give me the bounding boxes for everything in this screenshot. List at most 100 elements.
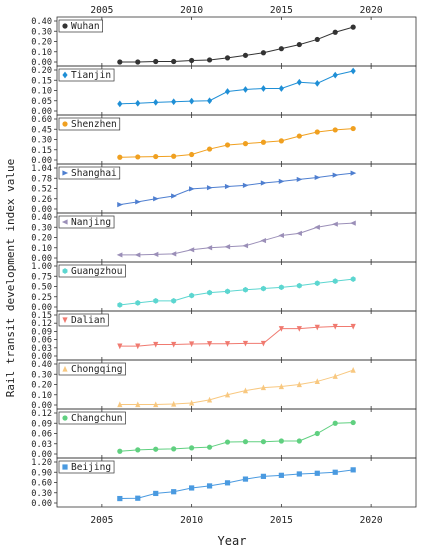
data-point-shenzhen: [206, 146, 213, 152]
data-point-beijing: [171, 489, 177, 495]
legend-guangzhou: Guangzhou: [58, 264, 126, 278]
data-point-wuhan: [224, 55, 231, 61]
series-line-nanjing: [119, 222, 354, 256]
legend-changchun: Changchun: [58, 411, 126, 425]
y-tick-label: 0.60: [31, 115, 52, 125]
data-point-tianjin: [332, 71, 338, 79]
legend-label: Chongqing: [71, 364, 122, 375]
series-line-tianjin: [119, 70, 354, 105]
data-point-dalian: [153, 341, 159, 348]
data-point-shenzhen: [314, 129, 320, 135]
y-tick-label: 0.26: [31, 195, 52, 205]
y-tick-label: 0.30: [31, 136, 52, 146]
y-tick-label: 0.12: [31, 319, 52, 329]
data-point-guangzhou: [153, 297, 159, 304]
data-point-tianjin: [206, 97, 213, 105]
panel-nanjing: 0.000.100.200.300.40 Nanjing: [31, 212, 417, 264]
data-point-shenzhen: [171, 153, 177, 159]
data-point-beijing: [242, 476, 249, 482]
data-point-wuhan: [332, 29, 338, 35]
panel-chongqing: 0.000.100.200.300.40 Chongqing: [31, 359, 417, 411]
data-point-dalian: [350, 323, 356, 330]
y-tick-label: 0.15: [31, 76, 52, 86]
data-point-nanjing: [242, 243, 249, 249]
data-point-nanjing: [296, 230, 302, 236]
legend-label: Wuhan: [71, 21, 100, 32]
y-tick-label: 0.78: [31, 174, 52, 184]
panel-beijing: 0.000.300.600.901.20 Beijing: [31, 457, 417, 509]
data-point-chongqing: [242, 387, 249, 394]
data-point-chongqing: [278, 383, 284, 390]
data-point-changchun: [350, 419, 356, 426]
data-point-dalian: [278, 326, 284, 332]
data-point-chongqing: [296, 381, 302, 388]
data-point-shenzhen: [189, 151, 195, 158]
data-point-chongqing: [135, 401, 141, 408]
data-point-wuhan: [117, 59, 123, 65]
data-point-wuhan: [242, 52, 249, 58]
y-tick-label: 0.00: [31, 352, 52, 362]
panel-frame: [56, 16, 417, 67]
data-point-nanjing: [332, 221, 338, 227]
data-point-nanjing: [206, 245, 213, 251]
data-point-dalian: [296, 326, 302, 332]
legend-label: Dalian: [71, 315, 105, 326]
y-tick-label: 1.04: [31, 164, 52, 174]
data-point-guangzhou: [171, 297, 177, 304]
data-point-beijing: [189, 485, 195, 491]
y-tick-label: 0.60: [31, 479, 52, 489]
data-point-changchun: [314, 430, 320, 437]
y-tick-label: 0.00: [31, 205, 52, 215]
data-point-wuhan: [153, 58, 159, 65]
legend-box: [58, 313, 109, 327]
panel-frame: [56, 310, 417, 361]
y-tick-label: 0.10: [31, 87, 52, 97]
data-point-tianjin: [153, 99, 159, 106]
legend-box: [58, 362, 126, 376]
legend-tianjin: Tianjin: [58, 68, 115, 82]
legend-shenzhen: Shenzhen: [58, 117, 121, 131]
data-point-tianjin: [117, 100, 123, 108]
data-point-beijing: [278, 472, 284, 478]
y-tick-label: 0.20: [31, 234, 52, 244]
data-point-wuhan: [135, 59, 141, 65]
data-point-nanjing: [152, 251, 159, 258]
x-axis-label: Year: [218, 534, 247, 548]
legend-marker-dalian: [62, 317, 68, 324]
legend-marker-guangzhou: [62, 268, 68, 274]
data-point-beijing: [224, 480, 231, 486]
data-point-nanjing: [278, 232, 284, 239]
y-tick-label: 0.00: [31, 107, 52, 117]
data-point-dalian: [171, 341, 177, 348]
data-point-wuhan: [314, 36, 320, 43]
y-tick-label: 0.05: [31, 97, 52, 107]
series-line-guangzhou: [119, 278, 354, 306]
data-point-nanjing: [224, 244, 231, 250]
data-point-shanghai: [153, 196, 159, 202]
data-point-nanjing: [170, 251, 177, 257]
legend-chongqing: Chongqing: [58, 362, 126, 376]
panel-wuhan: 0.000.100.200.300.40 Wuhan: [31, 16, 417, 68]
data-point-chongqing: [153, 401, 159, 408]
data-point-dalian: [224, 341, 231, 347]
y-tick-label: 0.40: [31, 213, 52, 223]
data-point-guangzhou: [189, 292, 195, 299]
data-point-guangzhou: [225, 288, 230, 295]
y-tick-label: 0.10: [31, 244, 52, 254]
legend-nanjing: Nanjing: [58, 215, 115, 229]
data-point-shanghai: [242, 182, 249, 188]
y-tick-label: 0.10: [31, 391, 52, 401]
data-point-shanghai: [171, 193, 177, 199]
data-point-guangzhou: [243, 286, 248, 293]
y-tick-label: 0.00: [31, 450, 52, 460]
data-point-dalian: [332, 323, 338, 330]
y-tick-label: 0.09: [31, 419, 52, 429]
data-point-guangzhou: [296, 282, 302, 289]
legend-label: Shanghai: [71, 168, 117, 179]
y-tick-label: 0.00: [31, 156, 52, 166]
data-point-chongqing: [350, 367, 356, 373]
data-point-changchun: [189, 445, 195, 451]
panel-shanghai: 0.000.260.520.781.04 Shanghai: [31, 163, 417, 215]
legend-marker-nanjing: [61, 219, 68, 225]
legend-box: [58, 215, 115, 229]
